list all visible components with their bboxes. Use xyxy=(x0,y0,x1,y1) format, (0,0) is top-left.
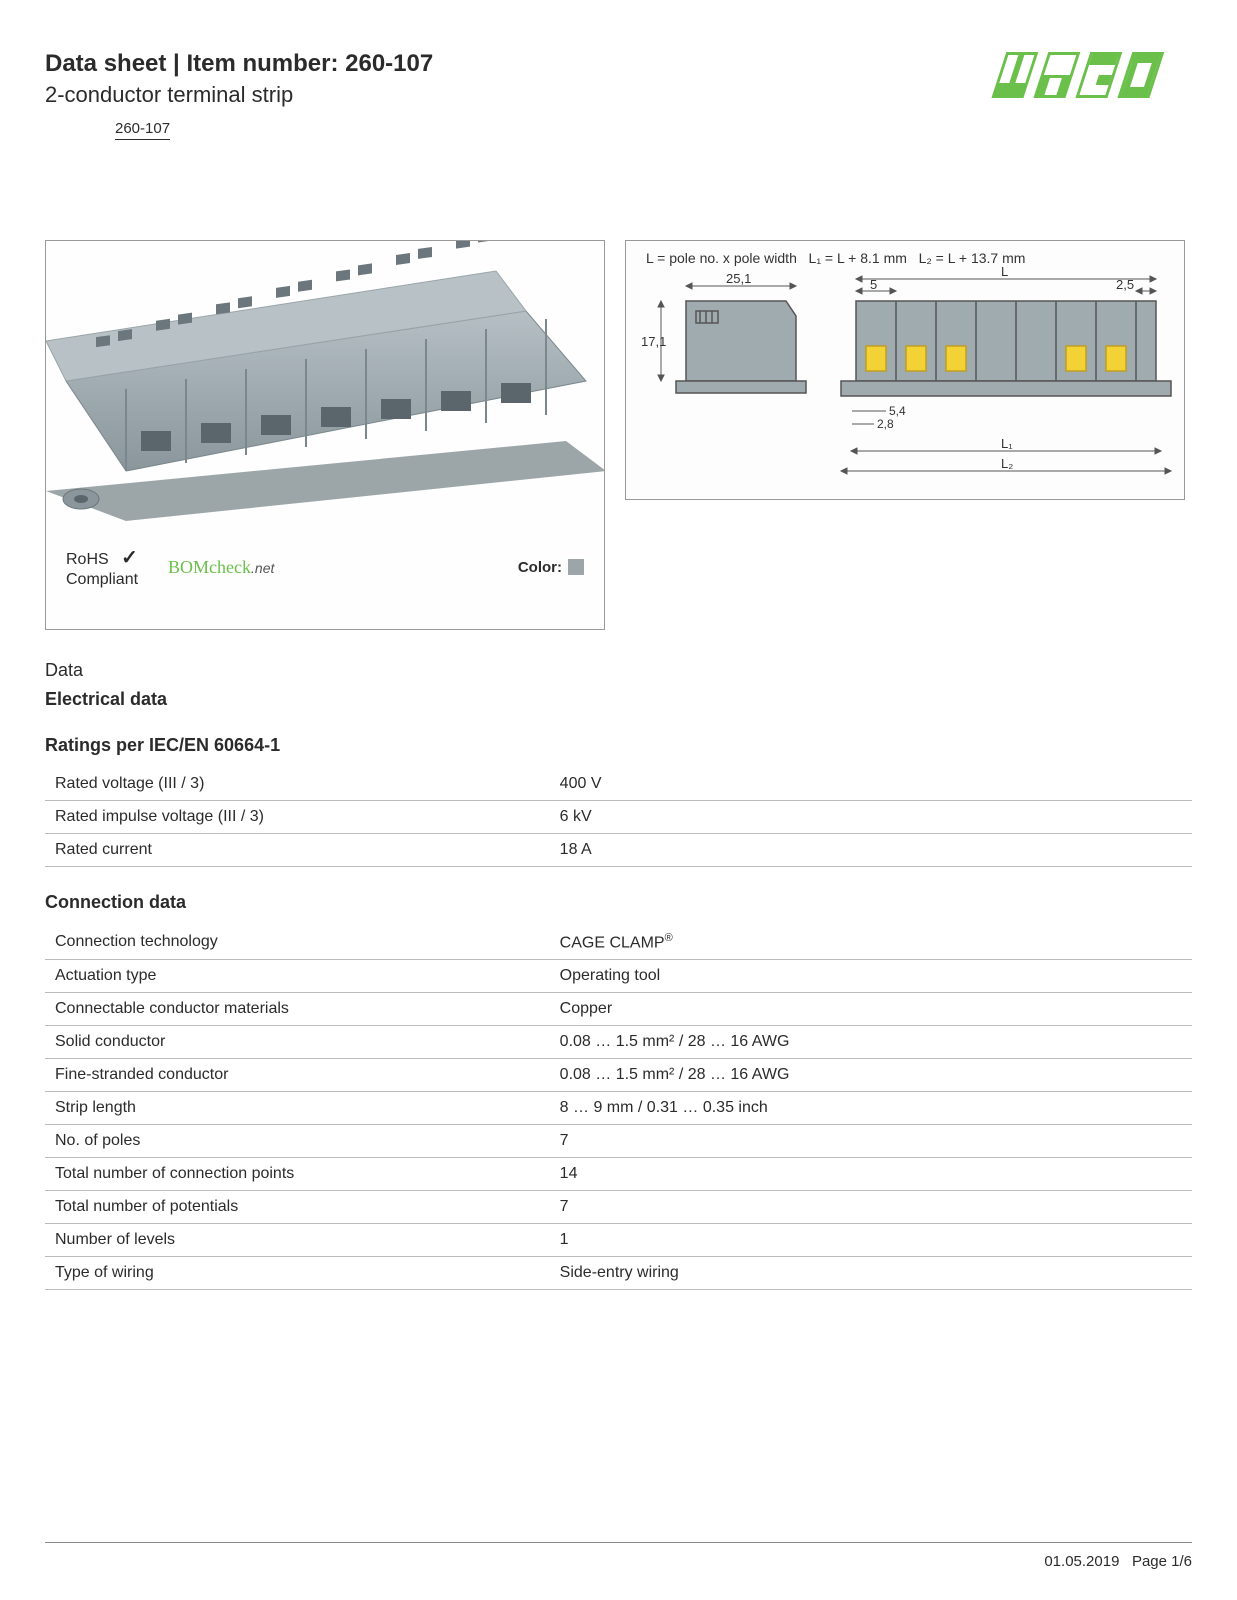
title-sep: | xyxy=(166,50,186,77)
table-row: Connection technologyCAGE CLAMP® xyxy=(45,925,1192,960)
compliance-row: RoHS ✓ Compliant BOMcheck.net Color: xyxy=(66,546,584,589)
footer: 01.05.2019 Page 1/6 xyxy=(45,1542,1192,1570)
title-line: Data sheet | Item number: 260-107 xyxy=(45,50,982,78)
dim-pole-w: 5 xyxy=(870,277,877,292)
table-row: Number of levels1 xyxy=(45,1224,1192,1257)
spec-label: Rated current xyxy=(45,834,550,867)
header: Data sheet | Item number: 260-107 2-cond… xyxy=(45,50,1192,140)
images-row: RoHS ✓ Compliant BOMcheck.net Color: L =… xyxy=(45,240,1192,630)
wago-logo-svg xyxy=(982,50,1192,100)
bomcheck-text: BOMcheck xyxy=(168,557,251,577)
table-row: Type of wiringSide-entry wiring xyxy=(45,1257,1192,1290)
spec-value: CAGE CLAMP® xyxy=(550,925,1192,960)
spec-value: Operating tool xyxy=(550,960,1192,993)
spec-value: 6 kV xyxy=(550,801,1192,834)
color-label-text: Color: xyxy=(518,559,562,576)
connection-heading: Connection data xyxy=(45,892,1192,913)
spec-label: Rated voltage (III / 3) xyxy=(45,768,550,801)
spec-label: Connectable conductor materials xyxy=(45,993,550,1026)
rohs-compliant: RoHS ✓ Compliant xyxy=(66,546,138,589)
title-prefix: Data sheet xyxy=(45,50,166,77)
header-left: Data sheet | Item number: 260-107 2-cond… xyxy=(45,50,982,140)
rohs-compliant-text: Compliant xyxy=(66,571,138,588)
spec-value: 8 … 9 mm / 0.31 … 0.35 inch xyxy=(550,1092,1192,1125)
spec-value: 0.08 … 1.5 mm² / 28 … 16 AWG xyxy=(550,1026,1192,1059)
footer-page: Page 1/6 xyxy=(1132,1553,1192,1570)
dimension-diagram: L = pole no. x pole width L₁ = L + 8.1 m… xyxy=(626,241,1186,501)
item-number: 260-107 xyxy=(345,50,433,77)
spec-value: 0.08 … 1.5 mm² / 28 … 16 AWG xyxy=(550,1059,1192,1092)
color-indicator: Color: xyxy=(518,559,584,576)
ratings-table: Rated voltage (III / 3)400 VRated impuls… xyxy=(45,768,1192,867)
terminal-block-illustration xyxy=(45,241,605,521)
spec-value: 7 xyxy=(550,1125,1192,1158)
spec-value: 1 xyxy=(550,1224,1192,1257)
dim-L: L xyxy=(1001,264,1008,279)
table-row: Rated impulse voltage (III / 3)6 kV xyxy=(45,801,1192,834)
spec-label: Rated impulse voltage (III / 3) xyxy=(45,801,550,834)
spec-label: Fine-stranded conductor xyxy=(45,1059,550,1092)
electrical-heading: Electrical data xyxy=(45,689,1192,710)
table-row: Total number of connection points14 xyxy=(45,1158,1192,1191)
dim-foot1: 5,4 xyxy=(889,404,906,418)
footer-date: 01.05.2019 xyxy=(1044,1553,1119,1570)
bomcheck-suffix: .net xyxy=(251,560,274,576)
spec-label: Strip length xyxy=(45,1092,550,1125)
item-id-underlined: 260-107 xyxy=(115,120,170,140)
spec-label: Total number of connection points xyxy=(45,1158,550,1191)
spec-value: Copper xyxy=(550,993,1192,1026)
table-row: No. of poles7 xyxy=(45,1125,1192,1158)
table-row: Total number of potentials7 xyxy=(45,1191,1192,1224)
product-image-box: RoHS ✓ Compliant BOMcheck.net Color: xyxy=(45,240,605,630)
table-row: Rated voltage (III / 3)400 V xyxy=(45,768,1192,801)
subtitle: 2-conductor terminal strip xyxy=(45,82,982,108)
spec-value: 7 xyxy=(550,1191,1192,1224)
dim-end-w: 2,5 xyxy=(1116,277,1134,292)
wago-logo xyxy=(982,50,1192,105)
table-row: Fine-stranded conductor0.08 … 1.5 mm² / … xyxy=(45,1059,1192,1092)
dim-L1: L₁ xyxy=(1001,436,1013,451)
rohs-text: RoHS xyxy=(66,551,109,568)
spec-value: 14 xyxy=(550,1158,1192,1191)
spec-label: Actuation type xyxy=(45,960,550,993)
table-row: Actuation typeOperating tool xyxy=(45,960,1192,993)
spec-label: Number of levels xyxy=(45,1224,550,1257)
bomcheck: BOMcheck.net xyxy=(168,557,274,578)
ratings-heading: Ratings per IEC/EN 60664-1 xyxy=(45,735,1192,756)
table-row: Connectable conductor materialsCopper xyxy=(45,993,1192,1026)
table-row: Rated current18 A xyxy=(45,834,1192,867)
spec-label: No. of poles xyxy=(45,1125,550,1158)
spec-label: Total number of potentials xyxy=(45,1191,550,1224)
dimension-diagram-box: L = pole no. x pole width L₁ = L + 8.1 m… xyxy=(625,240,1185,500)
formula-text: L = pole no. x pole width L₁ = L + 8.1 m… xyxy=(646,250,1025,266)
spec-value: Side-entry wiring xyxy=(550,1257,1192,1290)
dim-w: 25,1 xyxy=(726,271,751,286)
table-row: Strip length8 … 9 mm / 0.31 … 0.35 inch xyxy=(45,1092,1192,1125)
table-row: Solid conductor0.08 … 1.5 mm² / 28 … 16 … xyxy=(45,1026,1192,1059)
spec-label: Connection technology xyxy=(45,925,550,960)
dim-L2: L₂ xyxy=(1001,456,1013,471)
spec-value: 400 V xyxy=(550,768,1192,801)
spec-label: Solid conductor xyxy=(45,1026,550,1059)
dim-foot2: 2,8 xyxy=(877,417,894,431)
connection-table: Connection technologyCAGE CLAMP®Actuatio… xyxy=(45,925,1192,1290)
color-swatch xyxy=(568,559,584,575)
spec-label: Type of wiring xyxy=(45,1257,550,1290)
title-label: Item number: xyxy=(186,50,345,77)
spec-value: 18 A xyxy=(550,834,1192,867)
dim-h: 17,1 xyxy=(641,334,666,349)
check-icon: ✓ xyxy=(121,547,138,569)
data-heading: Data xyxy=(45,660,1192,681)
